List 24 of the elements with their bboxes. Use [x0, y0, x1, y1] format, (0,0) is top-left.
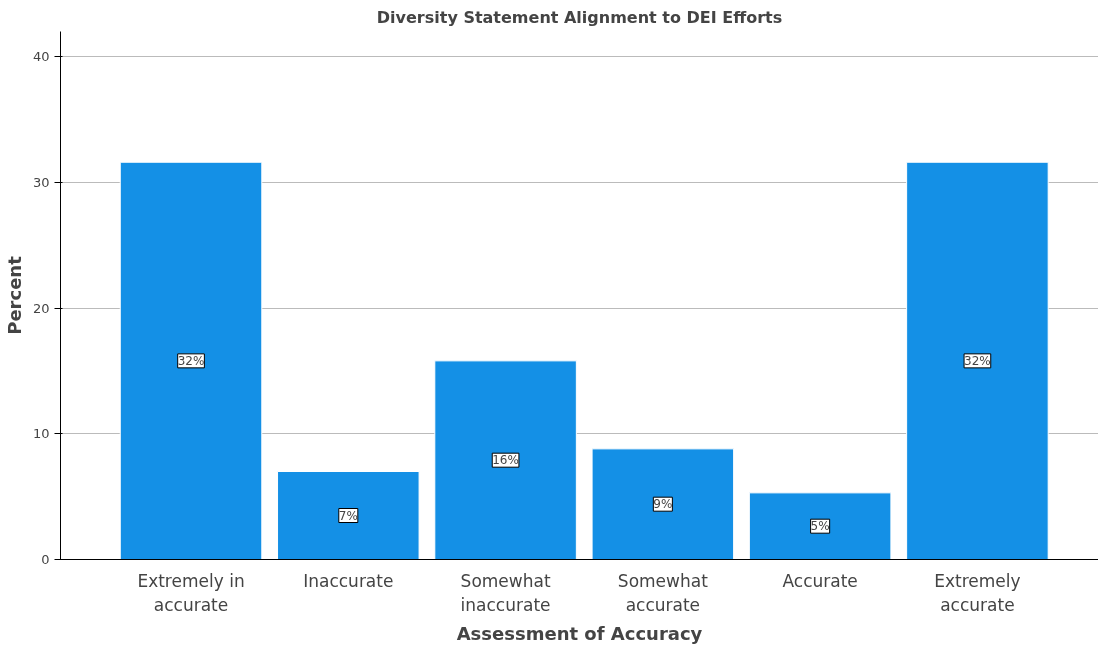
x-tick-label: Inaccurate: [303, 570, 394, 591]
y-axis-title: Percent: [3, 255, 25, 335]
y-tick-label: 30: [32, 174, 50, 190]
y-tick-label: 40: [32, 49, 50, 65]
x-tick-label: Extremely in accurate: [137, 570, 245, 615]
y-tick-label: 20: [32, 300, 50, 316]
data-label: 32%: [177, 353, 205, 368]
chart-title: Diversity Statement Alignment to DEI Efforts: [376, 7, 783, 27]
x-tick-label: Accurate: [782, 570, 858, 591]
x-tick-label: Extremely accurate: [934, 570, 1021, 615]
bar: [434, 360, 577, 560]
x-tick-label: Somewhat accurate: [617, 570, 709, 615]
bar: [119, 161, 263, 560]
data-label: 5%: [810, 519, 830, 534]
bar: [748, 492, 892, 560]
y-tick-label: 0: [41, 552, 50, 567]
x-tick-label: Somewhat inaccurate: [460, 570, 551, 615]
data-label: 9%: [653, 497, 673, 512]
x-axis-title: Assessment of Accuracy: [456, 622, 703, 644]
bar: [906, 161, 1049, 560]
bar: [591, 448, 735, 560]
y-tick-label: 10: [32, 426, 50, 442]
bar: [277, 471, 420, 560]
data-label: 32%: [964, 353, 991, 368]
